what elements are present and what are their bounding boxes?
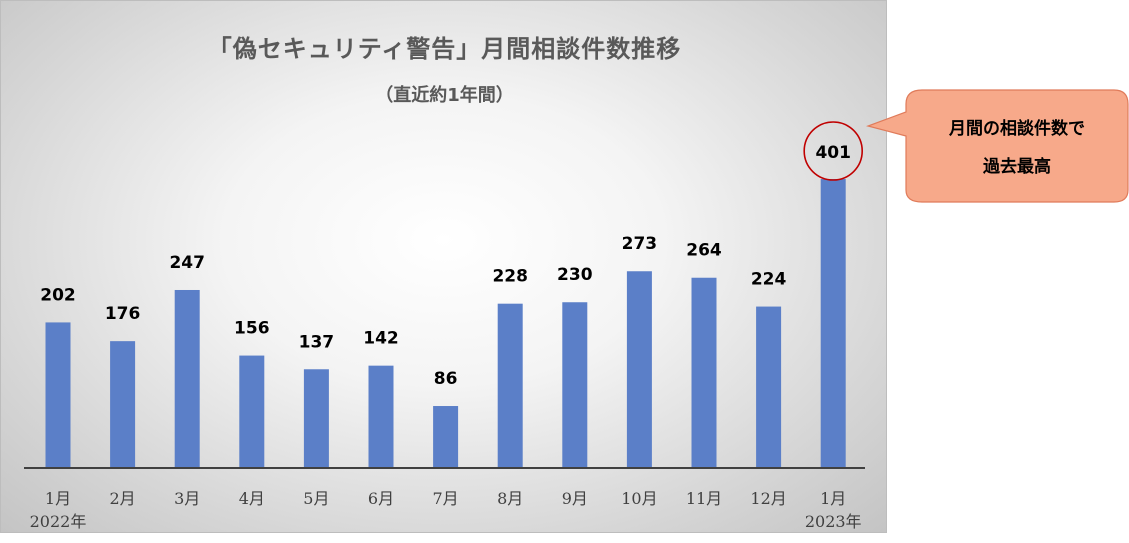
x-tick-label: 5月 (303, 489, 329, 508)
data-label: 228 (492, 267, 528, 287)
bar (433, 406, 459, 468)
x-tick-label: 9月 (562, 489, 588, 508)
chart-panel: 「偽セキュリティ警告」月間相談件数推移 （直近約1年間） 202 1月 2022年 1… (0, 0, 887, 533)
highlight-circle (803, 121, 864, 181)
x-year-label: 2022年 (30, 512, 87, 531)
bar (820, 179, 846, 468)
data-label: 156 (234, 319, 270, 339)
bar (562, 302, 588, 468)
x-tick-label: 4月 (239, 489, 265, 508)
data-label: 137 (299, 332, 335, 352)
bar (497, 303, 523, 468)
x-tick-label: 7月 (433, 489, 459, 508)
data-label: 142 (363, 329, 399, 349)
x-tick-label: 1月 (820, 489, 846, 508)
chart-subtitle: （直近約1年間） (375, 85, 514, 106)
bar (756, 306, 782, 468)
record-high-callout: 月間の相談件数で 過去最高 (866, 89, 1129, 203)
bar (45, 322, 71, 468)
x-tick-label: 6月 (368, 489, 394, 508)
callout-line-1: 月間の相談件数で (948, 118, 1085, 139)
data-label: 176 (105, 304, 141, 324)
data-label: 247 (169, 253, 205, 273)
x-tick-label: 10月 (621, 489, 657, 508)
x-tick-label: 11月 (686, 489, 722, 508)
data-label: 264 (686, 241, 722, 261)
x-tick-label: 12月 (750, 489, 786, 508)
x-tick-label: 2月 (110, 489, 136, 508)
bar (174, 289, 200, 468)
x-tick-label: 1月 (45, 489, 71, 508)
data-label: 230 (557, 265, 593, 285)
data-label: 273 (622, 234, 658, 254)
bar (303, 369, 329, 468)
bar (626, 271, 652, 468)
x-year-label: 2023年 (805, 512, 862, 531)
data-label: 202 (40, 285, 76, 305)
callout-line-2: 過去最高 (983, 156, 1051, 177)
callout-bubble (866, 89, 1129, 203)
data-label: 86 (434, 369, 458, 389)
data-label: 224 (751, 270, 787, 290)
bar (368, 365, 394, 468)
bar (239, 355, 265, 468)
data-label: 401 (815, 143, 851, 163)
bar (110, 341, 136, 468)
bar (691, 277, 717, 468)
chart-title: 「偽セキュリティ警告」月間相談件数推移 (207, 35, 682, 63)
x-tick-label: 3月 (174, 489, 200, 508)
bar-chart-plot: 202 1月 2022年 176 2月 247 3月 156 4月 137 5月 142 6月 86 7月 2… (24, 121, 865, 531)
x-tick-label: 8月 (497, 489, 523, 508)
